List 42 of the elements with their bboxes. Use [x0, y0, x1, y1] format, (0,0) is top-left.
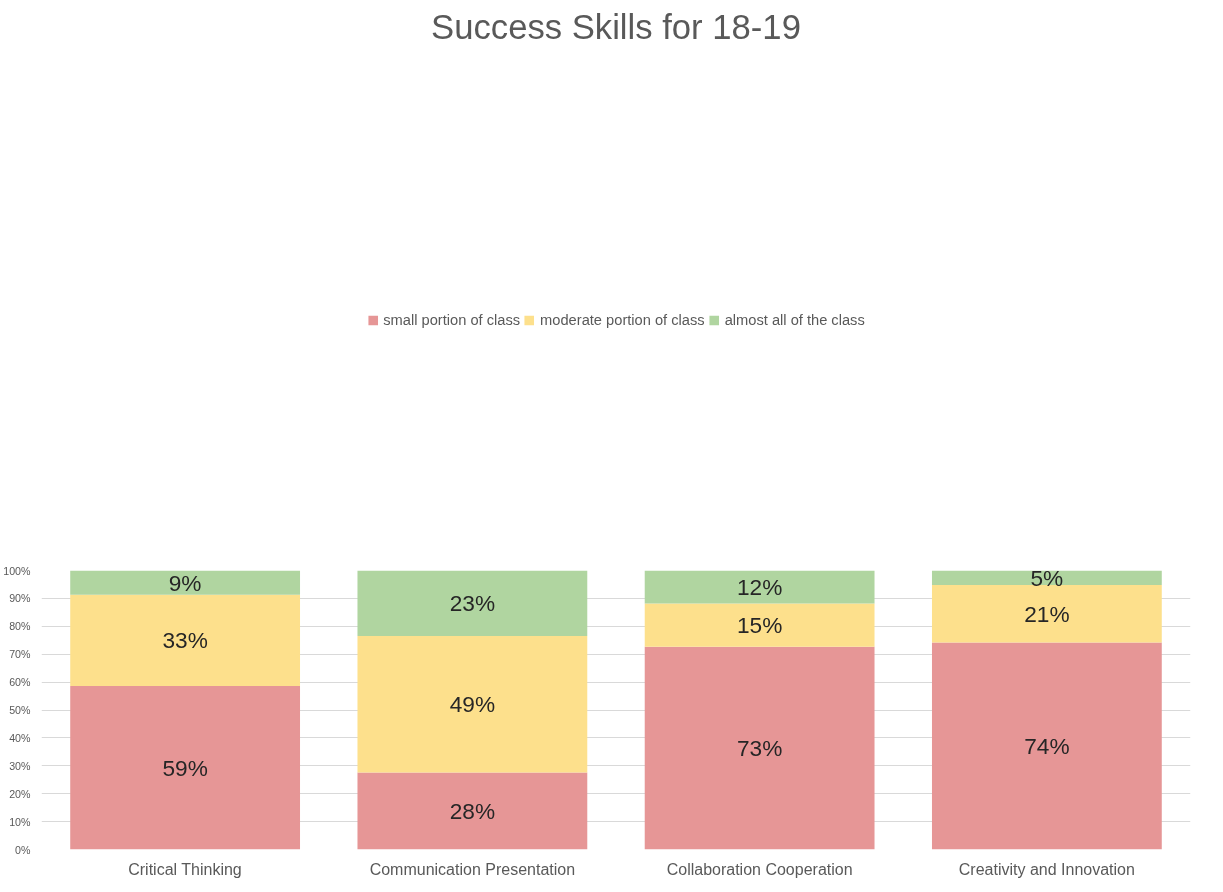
bar: [357, 636, 588, 773]
y-tick-label: 80%: [9, 620, 32, 633]
bar: [357, 772, 588, 850]
y-tick-label: 100%: [3, 564, 32, 577]
bar: [70, 686, 301, 850]
data-label: 15%: [736, 612, 783, 639]
data-label: 33%: [162, 627, 208, 654]
y-tick-label: 70%: [9, 648, 32, 661]
bar: [644, 603, 875, 647]
legend-label: moderate portion of class: [540, 312, 705, 328]
x-tick-label: Collaboration Cooperation: [666, 860, 853, 878]
data-label: 73%: [736, 735, 783, 762]
y-tick-label: 60%: [9, 676, 32, 689]
data-label: 5%: [1030, 564, 1064, 591]
bar: [931, 585, 1162, 643]
bar: [644, 570, 875, 604]
bar: [644, 646, 875, 850]
bar: [357, 570, 588, 637]
data-label: 28%: [449, 798, 496, 824]
data-label: 9%: [168, 569, 202, 596]
data-label: 12%: [736, 573, 783, 600]
x-tick-label: Critical Thinking: [128, 860, 242, 878]
data-label: 49%: [449, 691, 496, 718]
y-tick-label: 20%: [9, 787, 32, 800]
y-tick-label: 90%: [9, 592, 32, 605]
chart-title: Success Skills for 18-19: [431, 7, 801, 46]
x-tick-label: Communication Presentation: [369, 860, 576, 878]
legend-label: small portion of class: [383, 312, 521, 328]
data-label: 23%: [449, 590, 496, 617]
y-tick-label: 40%: [9, 731, 32, 744]
bar: [70, 570, 301, 595]
data-label: 74%: [1024, 732, 1070, 759]
x-tick-label: Creativity and Innovation: [958, 860, 1135, 878]
y-tick-label: 30%: [9, 759, 32, 772]
bar: [931, 642, 1162, 850]
y-tick-label: 0%: [15, 843, 32, 856]
data-label: 59%: [162, 754, 208, 781]
bar: [70, 594, 301, 687]
y-tick-label: 10%: [9, 815, 32, 828]
legend-label: almost all of the class: [724, 312, 865, 328]
y-tick-label: 50%: [9, 704, 32, 716]
data-label: 21%: [1024, 600, 1070, 627]
